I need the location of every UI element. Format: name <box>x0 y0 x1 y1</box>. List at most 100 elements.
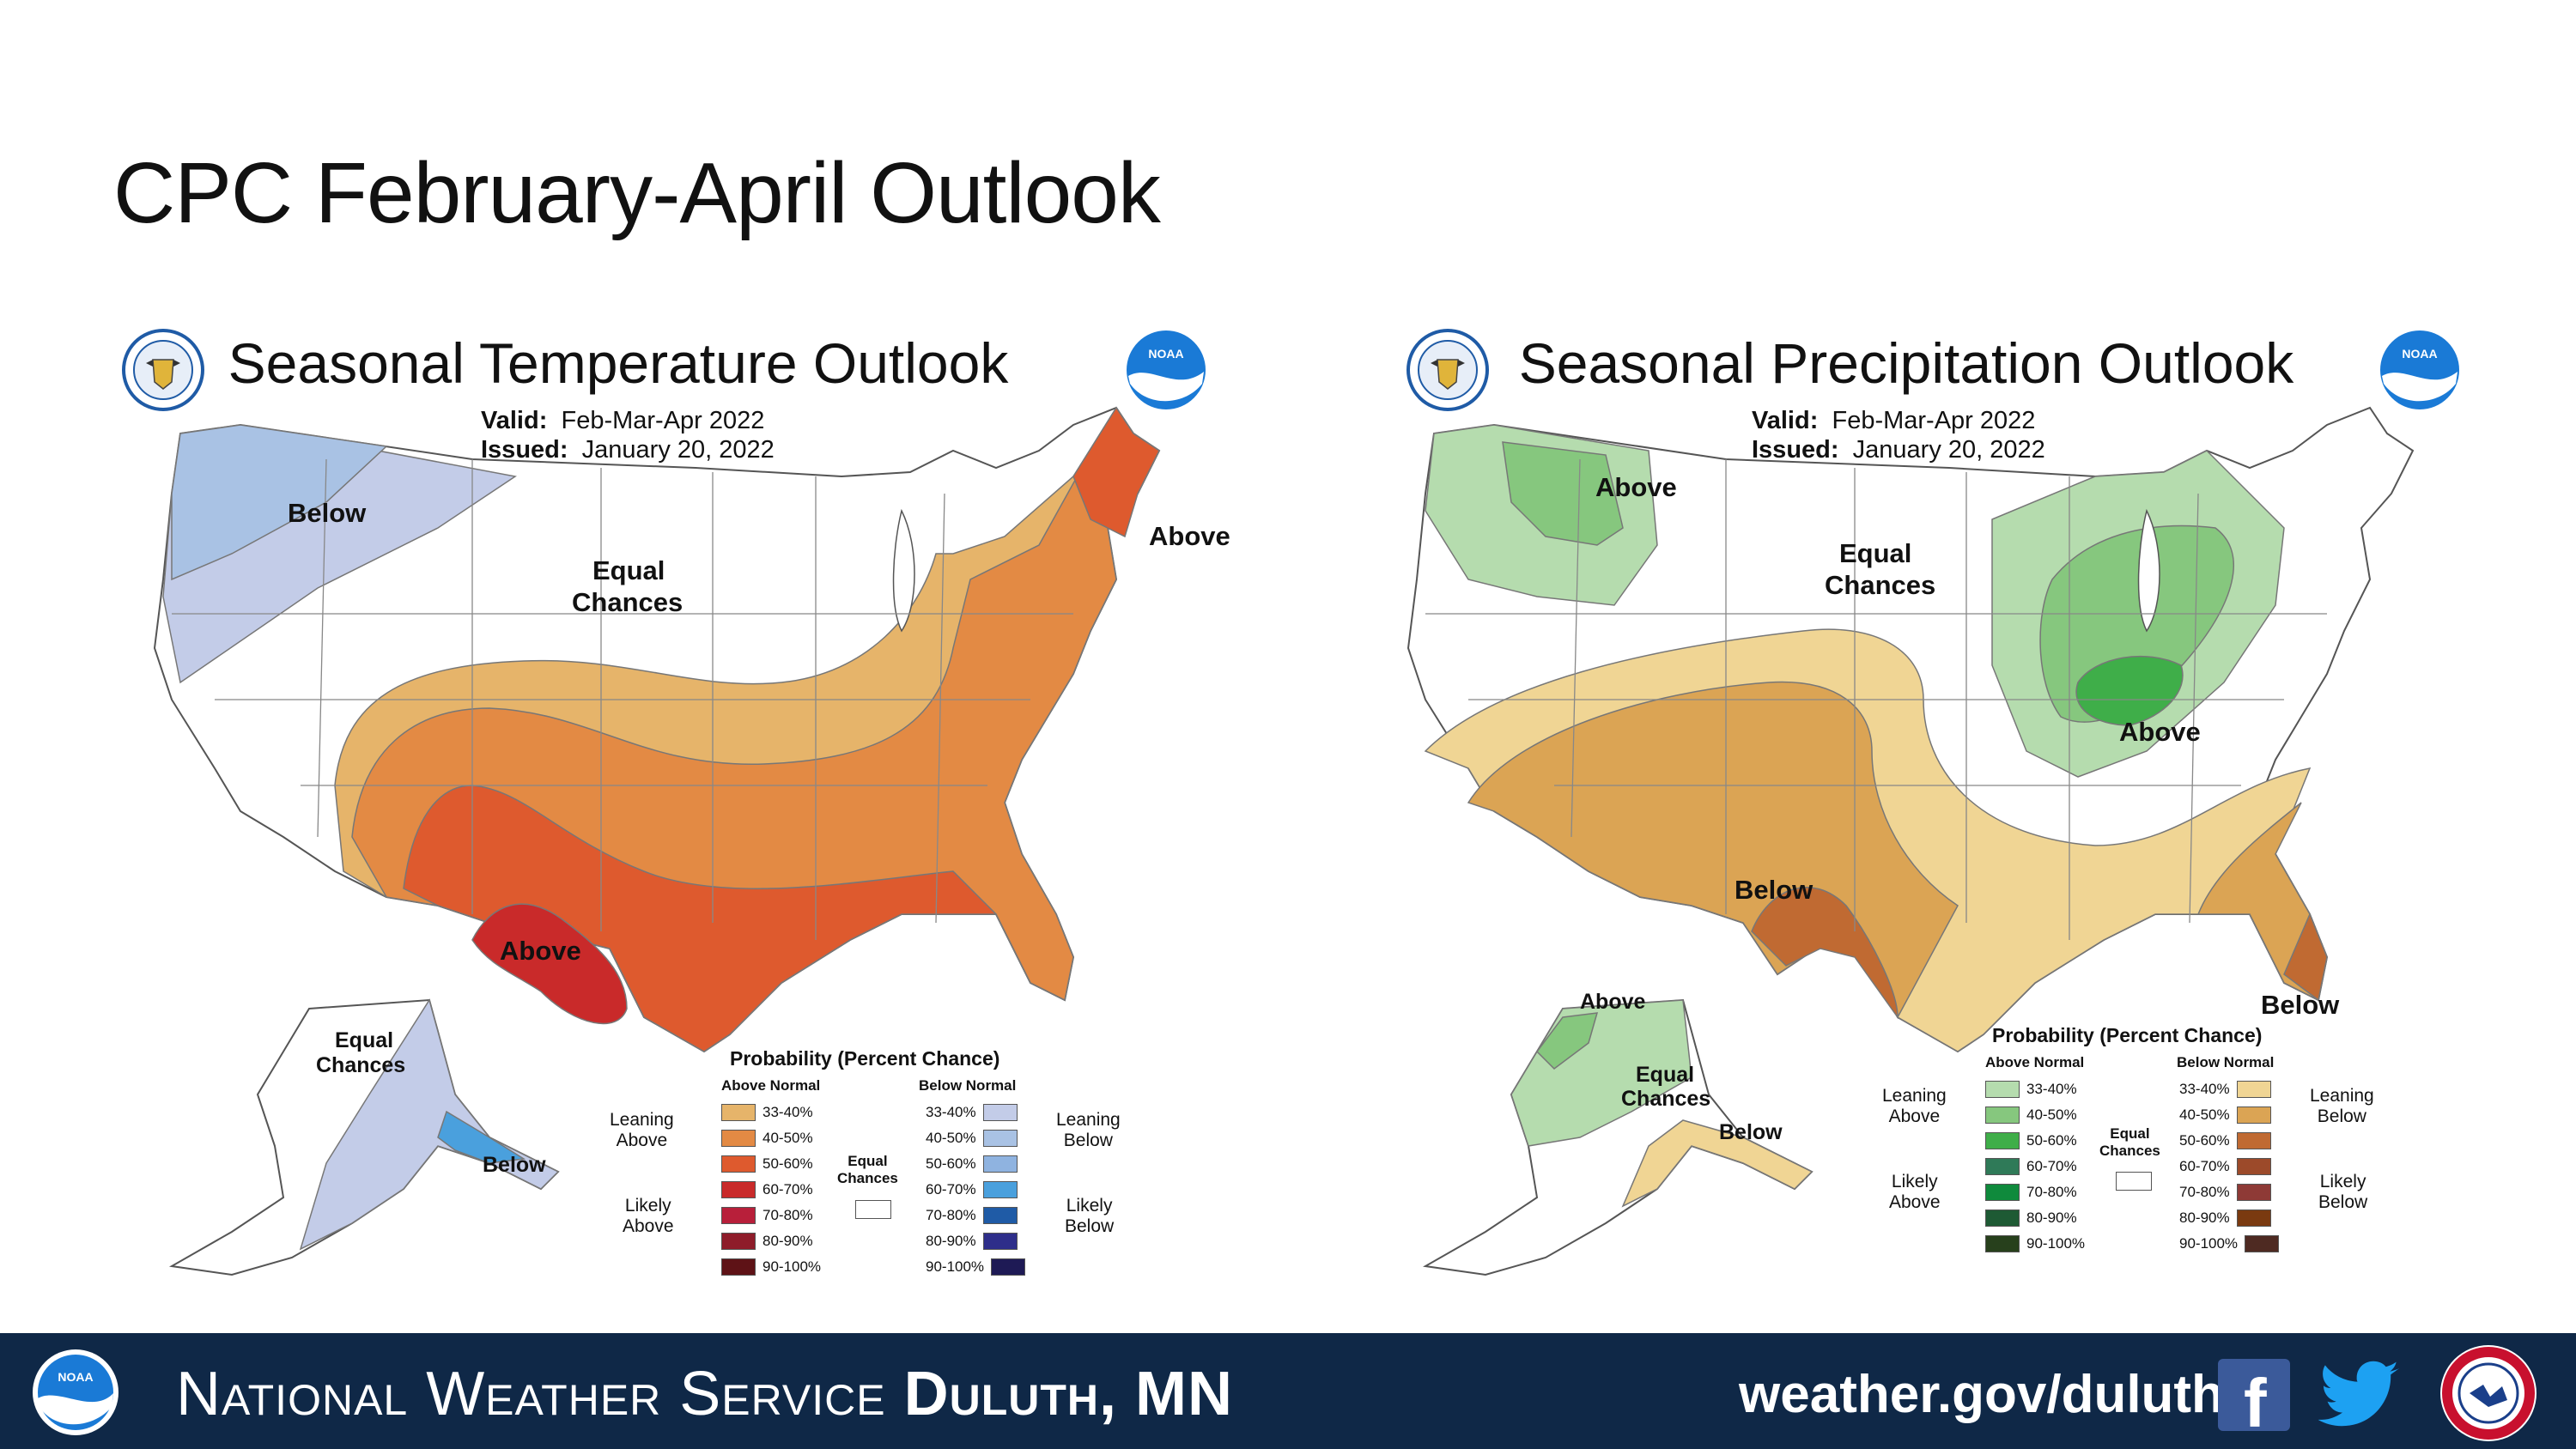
likely-above-label: Likely Above <box>623 1196 674 1236</box>
legend-title: Probability (Percent Chance) <box>1992 1024 2263 1046</box>
legend-swatch <box>2245 1235 2280 1252</box>
legend-row-label: 80-90% <box>2179 1210 2230 1226</box>
legend-swatch <box>721 1258 756 1276</box>
legend-swatch <box>982 1207 1018 1224</box>
state-lines <box>172 458 1073 940</box>
legend-row: 90-100% <box>1985 1234 2092 1253</box>
temp-label-chances: Chances <box>572 587 683 617</box>
equal-chances-swatch <box>855 1200 891 1219</box>
legend-row: 70-80% <box>1985 1183 2084 1202</box>
facebook-icon[interactable]: f <box>2218 1359 2290 1441</box>
likely-above-label: Likely Above <box>1889 1172 1941 1212</box>
alaska-below-dark <box>437 1110 526 1164</box>
legend-row-label: 80-90% <box>926 1233 976 1249</box>
equal-chances-label: Equal Chances <box>837 1153 898 1186</box>
likely-below-label: Likely Below <box>2318 1172 2368 1212</box>
footer-organization: National Weather Service Duluth, MN <box>176 1359 1233 1429</box>
legend-swatch <box>1985 1158 2020 1175</box>
legend-row: 70-80% <box>919 1206 1018 1225</box>
legend-swatch <box>2236 1210 2271 1227</box>
leaning-below-label: Leaning Below <box>2310 1086 2374 1126</box>
legend-row-label: 70-80% <box>926 1207 976 1223</box>
legend-row-label: 60-70% <box>762 1181 813 1197</box>
legend-row: 40-50% <box>1985 1106 2084 1125</box>
office-city: Duluth, MN <box>903 1360 1233 1428</box>
legend-swatch <box>1985 1132 2020 1149</box>
issued-label: Issued: <box>1752 436 1839 464</box>
legend-swatch <box>721 1207 756 1224</box>
issued-value: January 20, 2022 <box>581 436 775 464</box>
legend-row-label: 40-50% <box>926 1130 976 1146</box>
alaska-below <box>1621 1119 1814 1208</box>
website-link[interactable]: weather.gov/duluth <box>1739 1365 2224 1424</box>
nws-logo-icon <box>2440 1345 2537 1441</box>
issued-label: Issued: <box>481 436 568 464</box>
legend-row: 33-40% <box>919 1103 1018 1122</box>
state-lines <box>1425 458 2327 940</box>
precip-label-above-ov: Above <box>2119 717 2201 747</box>
legend-swatch <box>1985 1184 2020 1201</box>
legend-row: 33-40% <box>721 1103 820 1122</box>
temp-label-above-tx: Above <box>500 936 581 966</box>
temp-label-ak-chances: Chances <box>316 1053 405 1077</box>
valid-value: Feb-Mar-Apr 2022 <box>561 407 765 434</box>
legend-row-label: 33-40% <box>2026 1081 2077 1097</box>
precip-below-50-fl <box>2283 912 2328 1002</box>
slide-title: CPC February-April Outlook <box>113 145 1161 241</box>
legend-row: 60-70% <box>721 1180 820 1199</box>
legend-row-label: 50-60% <box>2179 1132 2230 1149</box>
legend-row-label: 90-100% <box>762 1258 822 1275</box>
likely-below-label: Likely Below <box>1065 1196 1115 1236</box>
legend-swatch <box>2236 1132 2271 1149</box>
legend-swatch <box>1985 1106 2020 1124</box>
temp-below-nw-dark <box>171 424 388 581</box>
leaning-below-label: Leaning Below <box>1056 1110 1121 1150</box>
legend-row-label: 70-80% <box>2026 1184 2077 1200</box>
legend-swatch <box>982 1155 1018 1173</box>
legend-row: 40-50% <box>2172 1106 2271 1125</box>
legend-row: 90-100% <box>919 1258 1026 1276</box>
precipitation-valid-issued: Valid: Feb-Mar-Apr 2022 Issued: January … <box>1752 406 2045 464</box>
twitter-icon[interactable] <box>2318 1359 2404 1431</box>
legend-swatch <box>982 1181 1018 1198</box>
org-name: National Weather Service <box>176 1360 886 1428</box>
precip-label-equal: Equal <box>1839 538 1911 568</box>
legend-above-header: Above Normal <box>721 1077 821 1094</box>
precip-below-50-tx <box>1751 887 1899 1020</box>
legend-swatch <box>1985 1235 2020 1252</box>
precipitation-title: Seasonal Precipitation Outlook <box>1518 331 2294 395</box>
valid-label: Valid: <box>481 407 548 434</box>
temp-above-60 <box>471 903 628 1025</box>
lake-michigan <box>2137 508 2160 633</box>
temperature-map: Below Equal Chances Above Above Equal Ch… <box>153 406 1230 1276</box>
legend-row: 70-80% <box>721 1206 820 1225</box>
temp-label-below-nw: Below <box>288 498 367 528</box>
temperature-valid-issued: Valid: Feb-Mar-Apr 2022 Issued: January … <box>481 406 775 464</box>
legend-row: 33-40% <box>1985 1080 2084 1099</box>
legend-row-label: 70-80% <box>762 1207 813 1223</box>
legend-row-label: 50-60% <box>762 1155 813 1172</box>
temperature-title: Seasonal Temperature Outlook <box>228 331 1009 395</box>
legend-swatch <box>1985 1210 2020 1227</box>
legend-row: 60-70% <box>919 1180 1018 1199</box>
legend-row-label: 40-50% <box>2026 1106 2077 1123</box>
commerce-seal-icon <box>1406 329 1489 411</box>
temp-label-ak-below: Below <box>483 1153 546 1177</box>
temperature-outlook-panel: Below Equal Chances Above Above Equal Ch… <box>43 322 1262 1292</box>
legend-row-label: 50-60% <box>2026 1132 2077 1149</box>
precip-label-chances: Chances <box>1825 570 1935 600</box>
legend-swatch <box>2236 1158 2271 1175</box>
legend-row-label: 33-40% <box>762 1104 813 1120</box>
legend-swatch <box>982 1130 1018 1147</box>
legend-row-label: 60-70% <box>2026 1158 2077 1174</box>
legend-row: 33-40% <box>2172 1080 2271 1099</box>
precipitation-outlook-panel: Above Equal Chances Above Below Below Ab… <box>1322 322 2542 1292</box>
temp-above-ne-50 <box>1072 406 1160 538</box>
noaa-logo-icon: NOAA <box>33 1349 118 1435</box>
temp-above-50 <box>403 785 1066 1052</box>
legend-row: 70-80% <box>2172 1183 2271 1202</box>
legend-title: Probability (Percent Chance) <box>730 1047 1000 1070</box>
valid-label: Valid: <box>1752 407 1819 434</box>
legend-swatch <box>721 1233 756 1250</box>
legend-row-label: 70-80% <box>2179 1184 2230 1200</box>
